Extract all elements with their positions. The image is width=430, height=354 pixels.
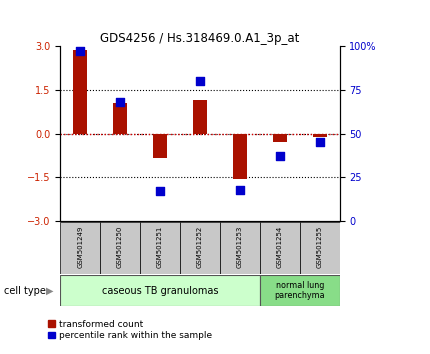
Bar xyxy=(60,222,100,274)
Text: normal lung
parenchyma: normal lung parenchyma xyxy=(274,281,325,300)
Bar xyxy=(140,222,180,274)
Text: GSM501251: GSM501251 xyxy=(157,226,163,268)
Bar xyxy=(260,222,300,274)
Point xyxy=(197,78,203,84)
Text: GSM501253: GSM501253 xyxy=(237,226,243,268)
Point xyxy=(77,48,83,54)
Bar xyxy=(113,103,127,133)
Text: ▶: ▶ xyxy=(46,286,53,296)
Text: caseous TB granulomas: caseous TB granulomas xyxy=(102,286,218,296)
Point xyxy=(157,189,163,194)
Text: GSM501252: GSM501252 xyxy=(197,226,203,268)
Text: GSM501249: GSM501249 xyxy=(77,226,83,268)
Point xyxy=(117,99,123,105)
Text: GSM501250: GSM501250 xyxy=(117,226,123,268)
Bar xyxy=(180,222,220,274)
Bar xyxy=(313,133,327,137)
Point xyxy=(276,154,283,159)
Bar xyxy=(233,133,247,179)
Text: cell type: cell type xyxy=(4,286,46,296)
Text: GSM501255: GSM501255 xyxy=(317,226,323,268)
Bar xyxy=(300,222,340,274)
Point xyxy=(316,139,323,145)
Title: GDS4256 / Hs.318469.0.A1_3p_at: GDS4256 / Hs.318469.0.A1_3p_at xyxy=(100,32,300,45)
Bar xyxy=(60,275,260,306)
Point xyxy=(237,187,243,193)
Bar xyxy=(73,50,87,133)
Bar xyxy=(260,275,340,306)
Bar xyxy=(273,133,287,142)
Text: GSM501254: GSM501254 xyxy=(277,226,283,268)
Bar xyxy=(100,222,140,274)
Legend: transformed count, percentile rank within the sample: transformed count, percentile rank withi… xyxy=(47,320,212,340)
Bar xyxy=(220,222,260,274)
Bar xyxy=(153,133,167,159)
Bar xyxy=(193,100,207,133)
